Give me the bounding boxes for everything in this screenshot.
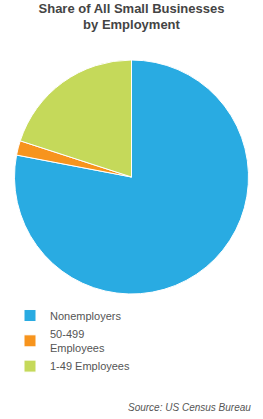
svg-text:Nonemployers: Nonemployers — [50, 310, 121, 322]
svg-text:Share of All Small Businessesb: Share of All Small Businessesby Employme… — [39, 1, 225, 33]
svg-text:50-499Employees: 50-499Employees — [50, 328, 105, 354]
svg-text:1-49 Employees: 1-49 Employees — [50, 360, 130, 372]
svg-text:Source: US Census Bureau: Source: US Census Bureau — [128, 402, 251, 413]
